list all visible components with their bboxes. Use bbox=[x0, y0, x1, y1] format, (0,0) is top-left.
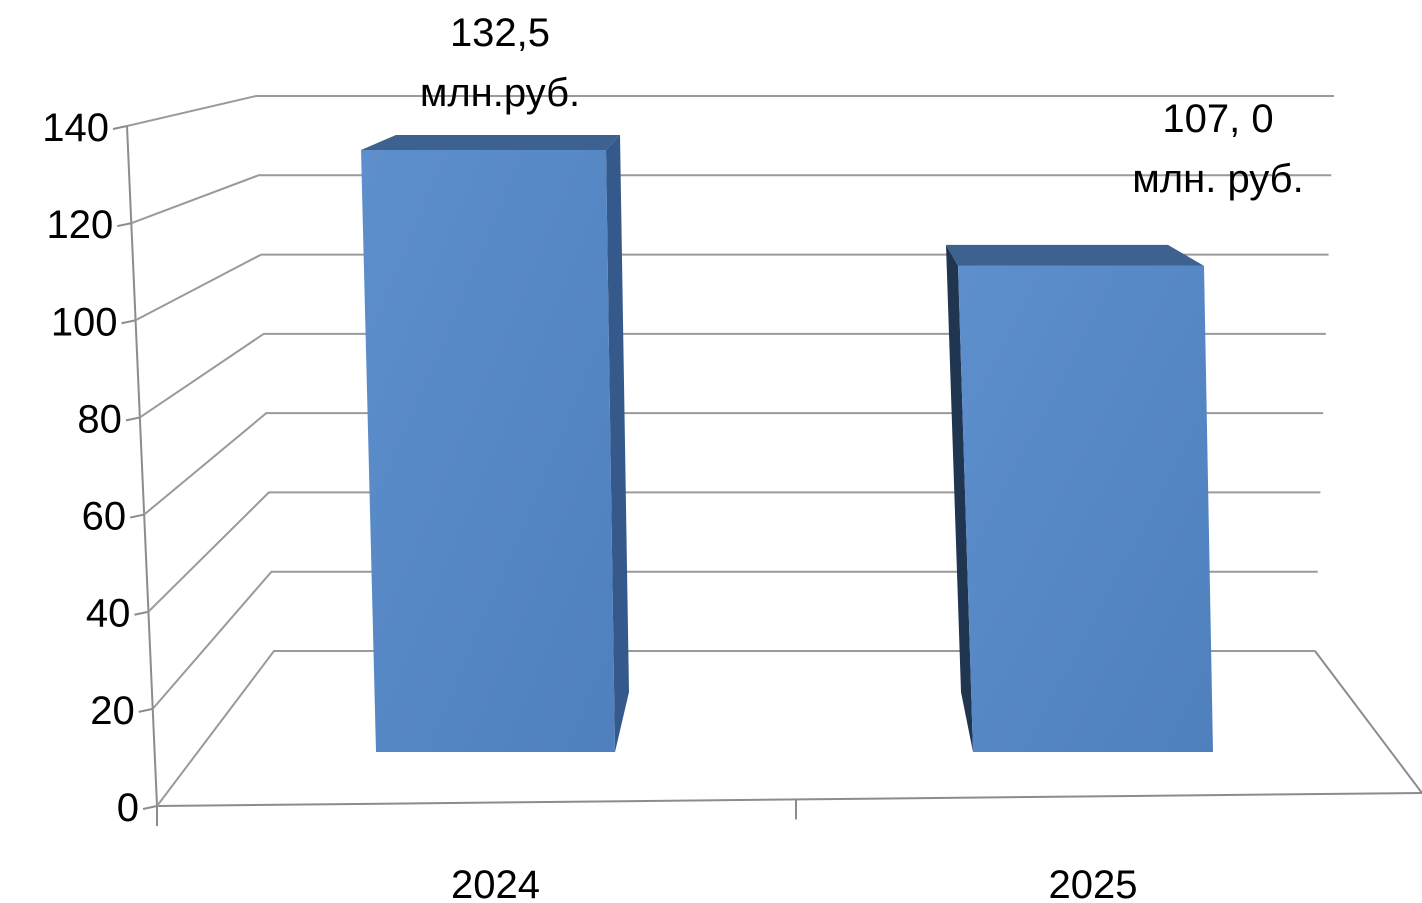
bar-front-face bbox=[958, 265, 1213, 752]
y-tick-label: 80 bbox=[77, 397, 122, 441]
bar-side-face bbox=[946, 244, 973, 752]
bar-top-face bbox=[361, 135, 620, 150]
floor-front-edge bbox=[156, 792, 1422, 807]
y-tick-mark bbox=[129, 513, 145, 519]
chart-walls bbox=[126, 125, 1422, 826]
y-tick-label: 40 bbox=[86, 592, 131, 636]
y-tick-mark bbox=[142, 805, 158, 810]
y-tick-label: 0 bbox=[117, 786, 139, 830]
y-axis-line bbox=[126, 125, 158, 807]
x-tick-label: 2025 bbox=[1049, 863, 1138, 903]
y-tick-mark bbox=[125, 416, 141, 422]
y-tick-mark bbox=[112, 125, 128, 130]
y-tick-mark bbox=[138, 707, 153, 713]
bar-top-face bbox=[946, 244, 1204, 266]
y-tick-mark bbox=[134, 610, 149, 616]
x-tick-label: 2024 bbox=[451, 863, 540, 903]
y-tick-mark bbox=[121, 319, 136, 325]
y-tick-label: 20 bbox=[90, 689, 135, 733]
x-axis-labels: 2024 2025 bbox=[451, 863, 1137, 903]
data-label: 132,5 bbox=[450, 11, 550, 55]
data-label-unit: млн.руб. bbox=[420, 71, 580, 115]
bar-side-face bbox=[606, 135, 629, 752]
bars bbox=[361, 135, 1213, 752]
data-label: 107, 0 bbox=[1162, 97, 1273, 141]
y-tick-mark bbox=[117, 222, 132, 228]
bar-2024 bbox=[361, 135, 629, 752]
data-labels: 132,5 млн.руб. 107, 0 млн. руб. bbox=[420, 11, 1304, 201]
y-axis-ticks: 0 20 40 60 80 100 120 140 bbox=[42, 106, 158, 830]
data-label-unit: млн. руб. bbox=[1132, 157, 1303, 201]
y-tick-label: 60 bbox=[82, 495, 127, 539]
y-tick-label: 140 bbox=[42, 106, 109, 150]
gridlines bbox=[126, 95, 1334, 807]
floor-right-edge bbox=[1314, 650, 1422, 794]
y-tick-label: 120 bbox=[47, 203, 114, 247]
gridline bbox=[126, 95, 1334, 127]
y-tick-label: 100 bbox=[51, 300, 118, 344]
gridline bbox=[130, 174, 1332, 225]
bar-front-face bbox=[361, 150, 615, 752]
bar-2025 bbox=[946, 244, 1213, 752]
